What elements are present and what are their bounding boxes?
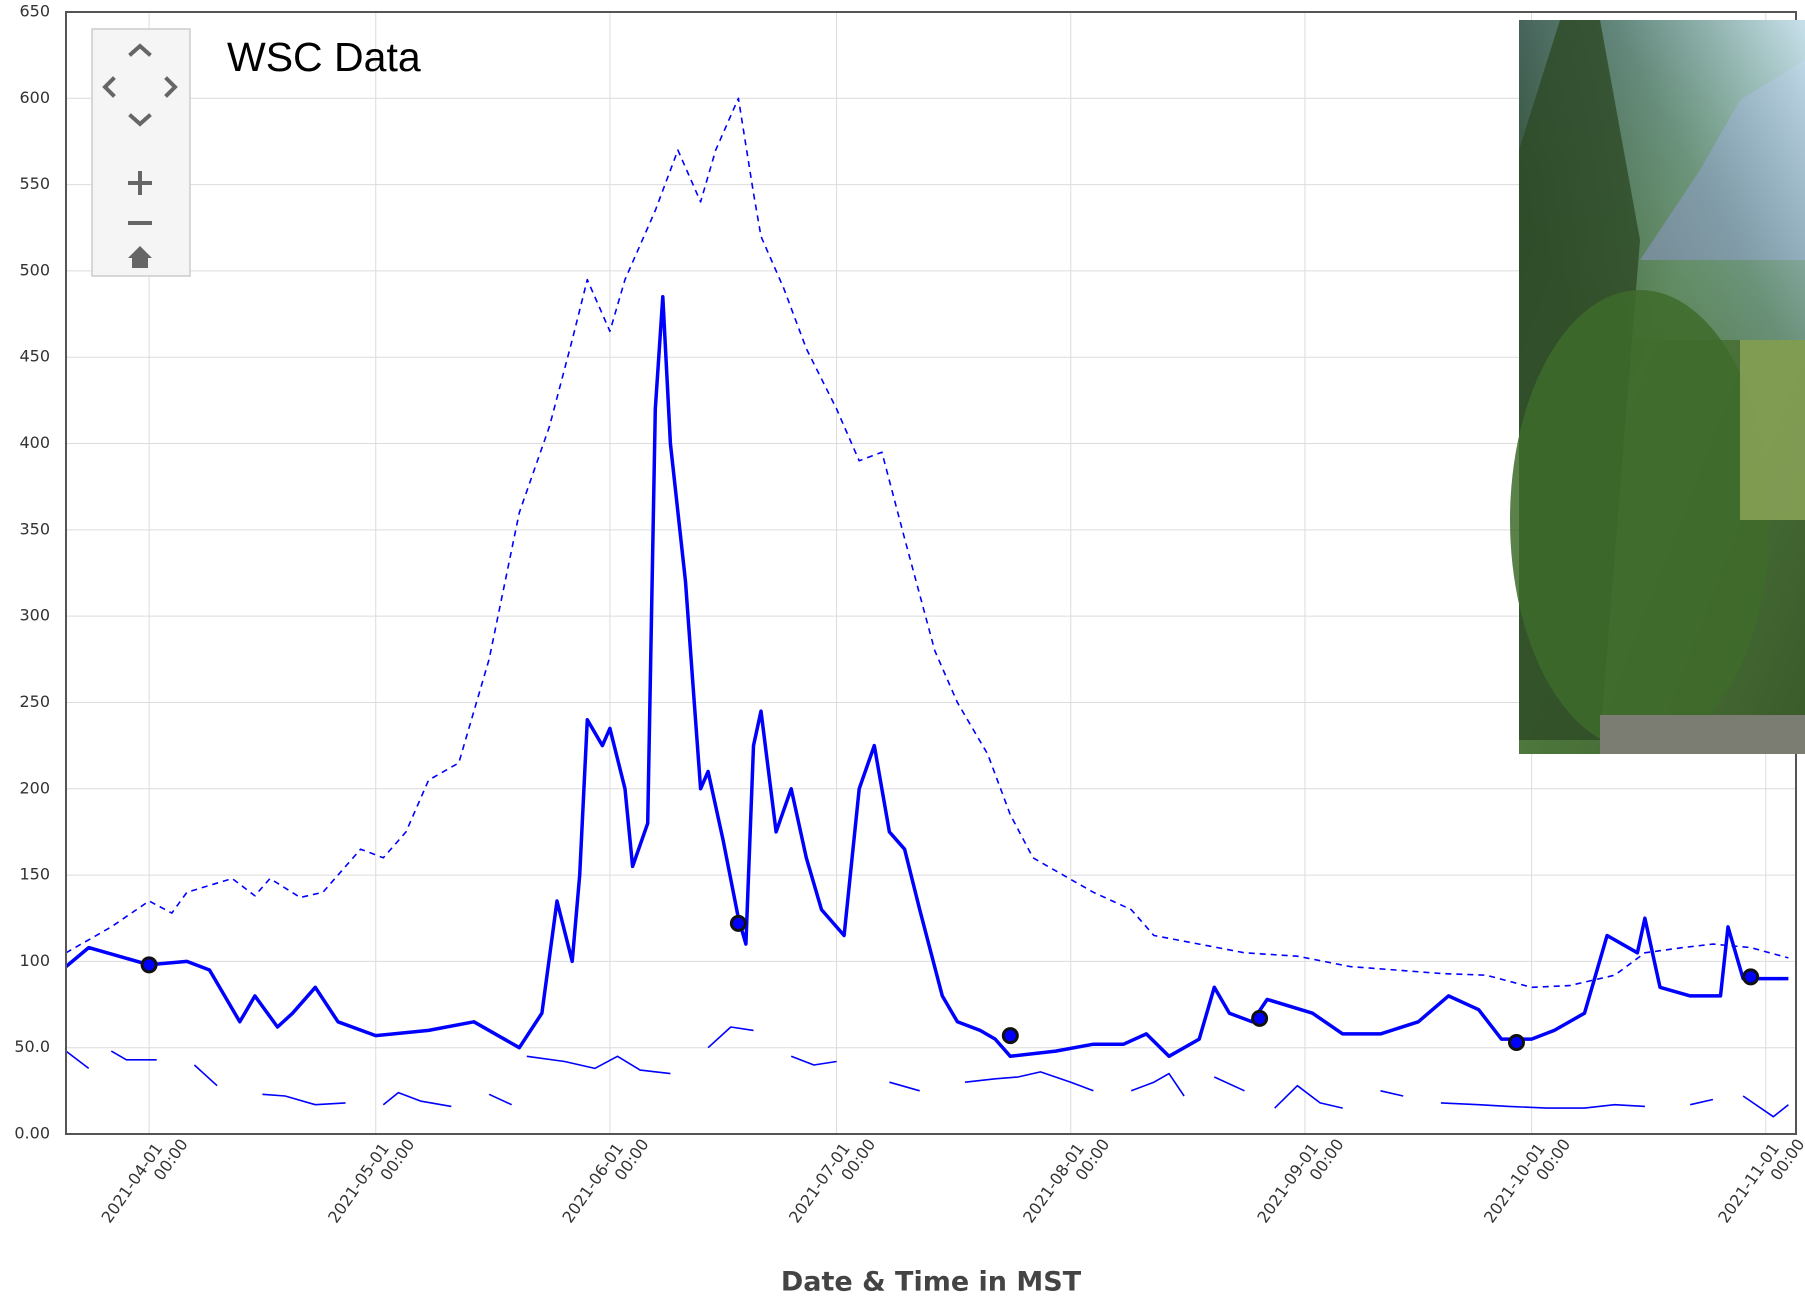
- x-tick-label: 2021-11-0100:00: [1714, 1125, 1805, 1237]
- observation-point: [729, 914, 747, 932]
- y-tick-label: 0.00: [14, 1124, 50, 1143]
- x-tick-label: 2021-05-0100:00: [324, 1125, 418, 1237]
- x-tick-label: 2021-08-0100:00: [1019, 1125, 1113, 1237]
- y-tick-label: 200: [19, 778, 50, 797]
- x-tick-label: 2021-09-0100:00: [1253, 1125, 1347, 1237]
- y-tick-label: 300: [19, 606, 50, 625]
- observation-point: [1001, 1027, 1019, 1045]
- series-line: [65, 97, 1789, 989]
- nav-control: [91, 28, 191, 277]
- reset-home[interactable]: [128, 246, 152, 268]
- plot-area: [64, 97, 1789, 1118]
- y-tick-label: 450: [19, 347, 50, 366]
- y-tick-label: 100: [19, 951, 50, 970]
- y-tick-label: 400: [19, 433, 50, 452]
- y-tick-label: 550: [19, 174, 50, 193]
- photo-bush: [1510, 290, 1770, 750]
- y-tick-label: 650: [19, 2, 50, 21]
- x-tick-label: 2021-10-0100:00: [1480, 1125, 1574, 1237]
- x-tick-label: 2021-04-0100:00: [97, 1125, 191, 1237]
- annotation: WSC Data: [227, 34, 421, 80]
- nav-panel: [91, 28, 191, 277]
- zoom-in[interactable]: [128, 171, 152, 195]
- pan-left[interactable]: [102, 76, 116, 98]
- observation-point: [140, 956, 158, 974]
- photo-rock: [1600, 715, 1805, 754]
- photo-meadow: [1740, 340, 1805, 520]
- y-tick-label: 50.0: [14, 1037, 50, 1056]
- pan-up[interactable]: [128, 43, 152, 57]
- series-line: [64, 295, 1789, 1059]
- series-line: [65, 1026, 1789, 1118]
- pan-down[interactable]: [128, 113, 152, 127]
- y-tick-label: 350: [19, 519, 50, 538]
- y-tick-label: 250: [19, 692, 50, 711]
- pan-right[interactable]: [164, 76, 178, 98]
- x-tick-label: 2021-06-0100:00: [558, 1125, 652, 1237]
- observation-point: [1251, 1009, 1269, 1027]
- x-axis-title: Date & Time in MST: [781, 1267, 1082, 1298]
- y-tick-label: 150: [19, 865, 50, 884]
- observation-point: [1507, 1034, 1525, 1052]
- x-tick-label: 2021-07-0100:00: [785, 1125, 879, 1237]
- photo: [1510, 20, 1805, 754]
- y-tick-label: 500: [19, 260, 50, 279]
- observation-point: [1742, 968, 1760, 986]
- y-tick-label: 600: [19, 88, 50, 107]
